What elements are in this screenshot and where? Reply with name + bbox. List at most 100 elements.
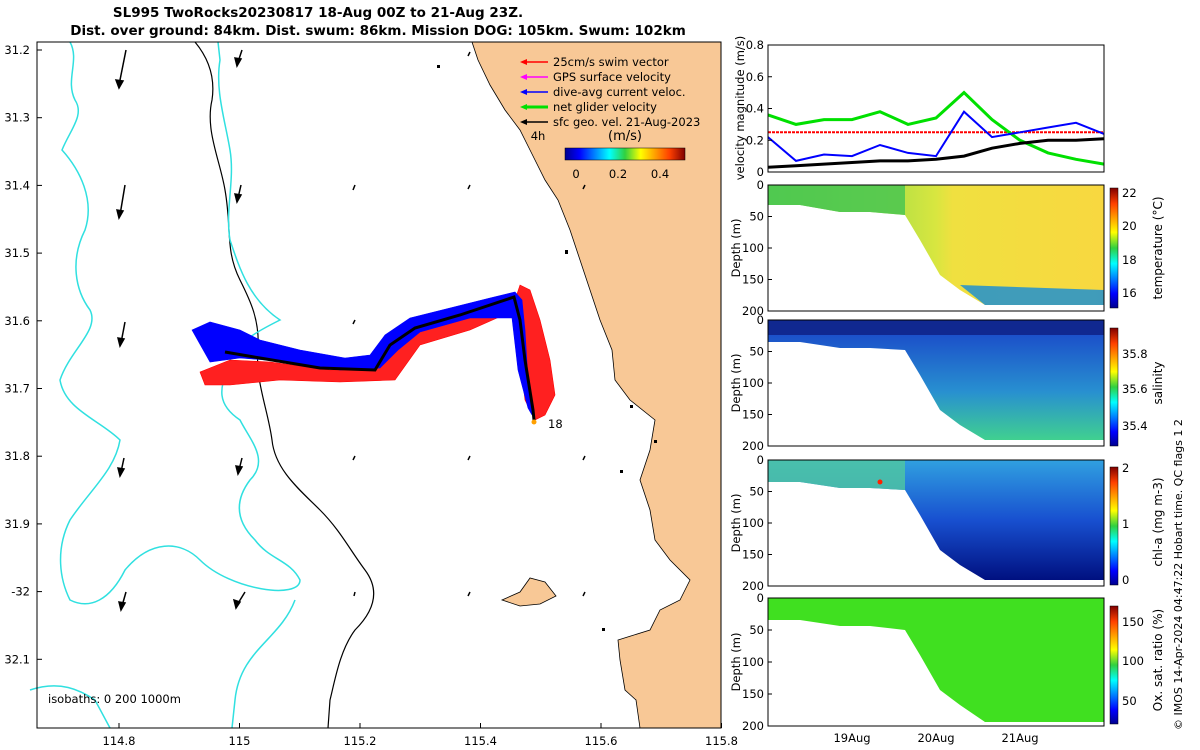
chla-high-point	[877, 479, 883, 485]
depth-tick-label: 200	[742, 579, 764, 593]
velocity-ytick-label: 0.2	[746, 133, 764, 147]
colorbar-unit-label: (m/s)	[608, 129, 642, 144]
oxygen-field	[768, 598, 1104, 722]
lon-tick-label: 115.8	[705, 734, 738, 748]
depth-tick-label: 200	[742, 719, 764, 733]
chla-ctick-0: 2	[1122, 461, 1129, 475]
lat-tick-label: 32.1	[4, 652, 30, 666]
velocity-plot-area	[768, 45, 1104, 172]
oxygen-panel: 150 100 50 Ox. sat. ratio (%)	[767, 597, 1165, 727]
depth-axis-label: Depth (m)	[729, 219, 743, 278]
chla-clabel: chl-a (mg m-3)	[1151, 477, 1165, 566]
oxygen-ctick-1: 100	[1122, 654, 1144, 668]
lon-tick-label: 115	[229, 734, 251, 748]
lat-tick-label: 31.9	[4, 517, 30, 531]
oxygen-ctick-2: 50	[1122, 694, 1137, 708]
coast-specks	[437, 65, 657, 631]
velocity-ytick-label: 0.4	[746, 102, 764, 116]
temperature-colorbar	[1109, 187, 1119, 309]
xtick-19aug: 19Aug	[833, 731, 870, 745]
salinity-clabel: salinity	[1151, 361, 1165, 404]
legend-label: sfc geo. vel. 21-Aug-2023	[553, 115, 700, 129]
depth-tick-label: 50	[749, 210, 764, 224]
salinity-ctick-2: 35.4	[1122, 419, 1148, 433]
salinity-panel: 35.8 35.6 35.4 salinity	[767, 319, 1165, 447]
glider-track	[224, 295, 536, 421]
chla-ctick-1: 1	[1122, 517, 1129, 531]
lat-tick-label: -32	[11, 585, 30, 599]
coastline-land	[471, 41, 722, 729]
velocity-ytick-label: 0.6	[746, 70, 764, 84]
colorbar-tick-0: 0	[572, 167, 579, 181]
depth-axis-label: Depth (m)	[729, 354, 743, 413]
depth-tick-label: 150	[742, 273, 764, 287]
velocity-panel: 0 0.2 0.4 0.6 0.8 velocity magnitude (m/s)	[733, 36, 1105, 181]
lat-tick-label: 31.4	[4, 178, 30, 192]
velocity-ytick-label: 0	[757, 165, 764, 179]
depth-axis-label: Depth (m)	[729, 494, 743, 553]
lon-tick-label: 115.4	[464, 734, 497, 748]
legend-label: net glider velocity	[553, 100, 657, 114]
legend-label: 25cm/s swim vector	[553, 55, 669, 69]
colorbar-tick-1: 0.2	[609, 167, 627, 181]
depth-tick-label: 100	[742, 655, 764, 669]
isobath-1000m	[29, 41, 301, 729]
isobath-200m	[194, 41, 375, 729]
salinity-ctick-1: 35.6	[1122, 382, 1148, 396]
depth-tick-label: 50	[749, 345, 764, 359]
velocity-series-line	[767, 137, 1105, 169]
island	[500, 577, 557, 607]
lon-tick-label: 115.2	[344, 734, 377, 748]
map-colorbar: 4h (m/s) 0 0.2 0.4	[531, 129, 686, 181]
depth-tick-label: 150	[742, 548, 764, 562]
velocity-ylabel: velocity magnitude (m/s)	[733, 36, 747, 181]
velocity-ytick-label: 0.8	[746, 38, 764, 52]
velocity-series-line	[767, 110, 1105, 162]
temperature-clabel: temperature (°C)	[1151, 197, 1165, 300]
legend-arrowhead	[520, 104, 527, 110]
oxygen-colorbar	[1109, 605, 1119, 725]
chla-colorbar	[1109, 466, 1119, 586]
temperature-ctick-18: 18	[1122, 253, 1137, 267]
salinity-field	[768, 320, 1104, 440]
geo-velocity-arrows	[114, 49, 586, 612]
lat-tick-label: 31.5	[4, 246, 30, 260]
depth-tick-label: 100	[742, 376, 764, 390]
lat-tick-label: 31.7	[4, 382, 30, 396]
legend-label: GPS surface velocity	[553, 70, 671, 84]
xtick-20aug: 20Aug	[917, 731, 954, 745]
chla-field	[768, 460, 1104, 580]
depth-axis-label: Depth (m)	[729, 633, 743, 692]
xtick-21aug: 21Aug	[1001, 731, 1038, 745]
lat-tick-label: 31.3	[4, 111, 30, 125]
velocity-series-line	[767, 90, 1105, 166]
salinity-ctick-0: 35.8	[1122, 347, 1148, 361]
chla-panel: 2 1 0 chl-a (mg m-3)	[767, 459, 1165, 587]
depth-tick-label: 0	[757, 178, 764, 192]
legend-arrowhead	[520, 119, 527, 125]
lon-tick-label: 115.6	[585, 734, 618, 748]
glider-end-label: 18	[548, 417, 563, 431]
imos-side-note: © IMOS 14-Apr-2024 04:47:22 Hobart time.…	[1172, 419, 1185, 730]
chla-ctick-2: 0	[1122, 573, 1129, 587]
depth-tick-label: 150	[742, 687, 764, 701]
lat-tick-label: 31.8	[4, 449, 30, 463]
map-frame	[36, 41, 722, 729]
depth-tick-label: 200	[742, 439, 764, 453]
temperature-field	[768, 185, 1104, 305]
depth-tick-label: 200	[742, 304, 764, 318]
temperature-ctick-16: 16	[1122, 286, 1137, 300]
chla-surface-green	[768, 460, 905, 490]
map-title-line1: SL995 TwoRocks20230817 18-Aug 00Z to 21-…	[113, 5, 523, 21]
depth-tick-label: 0	[757, 453, 764, 467]
temperature-shallow-green	[768, 185, 905, 215]
depth-tick-label: 50	[749, 623, 764, 637]
colorbar-note: 4h	[531, 129, 546, 143]
oxygen-ctick-0: 150	[1122, 615, 1144, 629]
salinity-colorbar	[1109, 327, 1119, 447]
depth-tick-label: 50	[749, 485, 764, 499]
temperature-deep-cold	[960, 285, 1104, 305]
